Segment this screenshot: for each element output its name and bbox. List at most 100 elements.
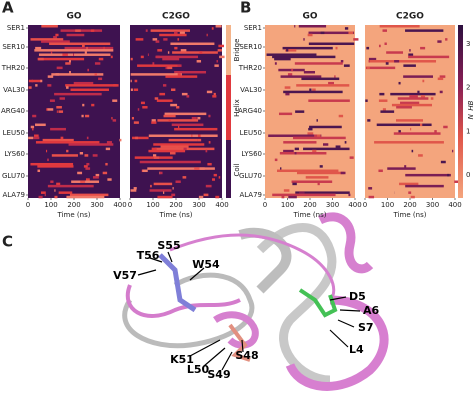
heatmap-cell [317,134,321,137]
heatmap-cell [111,116,113,120]
heatmap-cell [349,156,354,159]
heatmap-cell [417,90,420,94]
heatmap-cell [212,95,217,98]
heatmap-cell [319,165,323,168]
heatmap-cell [98,77,103,81]
heatmap-cell [152,62,155,65]
heatmap-cell [328,81,334,85]
heatmap-band [308,31,355,35]
heatmap-cell [382,108,386,111]
heatmap-band [298,25,327,28]
heatmap-band [69,193,109,197]
heatmap-cell [206,90,213,94]
heatmap-cell [151,147,157,151]
heatmap-band [308,99,350,102]
panel-label: C [2,233,13,251]
heatmap-cell [307,132,314,135]
heatmap-cell [183,147,187,151]
heatmap-band [140,101,145,105]
heatmap-band [73,81,94,85]
colorbar-tick-label: 3 [466,40,470,48]
heatmap-cell [56,106,62,109]
heatmap-cell [437,77,444,81]
heatmap-cell [47,158,49,162]
heatmap-band [132,136,149,140]
heatmap-cell [394,60,400,63]
heatmap-band [162,57,180,61]
heatmap-band [153,143,205,146]
heatmap-cell [286,49,289,52]
heatmap-cell [205,184,212,188]
heatmap-cell [208,114,211,118]
heatmap-band [66,33,85,37]
x-axis-label: Time (ns) [293,211,327,219]
heatmap-cell [66,86,69,89]
heatmap-band [47,75,54,78]
residue-label: K51 [170,353,194,366]
heatmap-band [56,110,58,113]
heatmap-cell [37,169,41,173]
heatmap-cell [454,180,460,183]
heatmap-cell [34,134,39,137]
heatmap-cell [348,193,351,197]
heatmap-band [50,127,66,131]
heatmap-band [156,55,198,59]
heatmap-band [135,38,144,41]
x-tick-label: 200 [403,201,416,209]
y-tick-label: THR20 [1,64,25,72]
heatmap-cell [137,108,140,111]
residue-label: D5 [349,290,366,303]
heatmap-cell [353,38,359,41]
heatmap-band [160,145,189,148]
heatmap-cell [162,84,167,87]
heatmap-band [165,75,198,78]
heatmap-band [149,189,172,192]
heatmap-cell [207,162,212,166]
residue-label: W54 [192,258,220,271]
heatmap-cell [110,55,113,59]
residue-label: V57 [113,269,137,282]
heatmap-cell [174,46,178,50]
heatmap-cell [178,125,180,129]
heatmap-band [408,55,450,59]
colorbar-segment [226,140,231,198]
heatmap-cell [175,145,179,148]
heatmap-cell [151,119,156,122]
heatmap-cell [181,92,188,96]
heatmap-band [60,29,103,32]
heatmap-cell [167,66,173,70]
heatmap-cell [105,162,108,166]
y-tick-label: GLU70 [2,172,25,180]
heatmap-band [380,110,395,113]
heatmap-band [278,112,293,116]
heatmap-cell [140,55,144,59]
heatmap-band [54,92,102,96]
x-tick-label: 300 [326,201,339,209]
heatmap-cell [86,136,89,140]
residue-label: L4 [349,343,364,356]
heatmap-cell [47,84,52,87]
heatmap-band [168,138,198,142]
heatmap-cell [280,167,282,170]
heatmap-cell [56,66,63,70]
heatmap-band [378,99,388,102]
heatmap-cell [409,49,411,52]
y-tick-label: ALA79 [2,191,25,199]
x-tick-label: 300 [426,201,439,209]
y-tick-label: SER10 [2,43,25,51]
heatmap-cell [344,27,349,30]
heatmap-cell [50,180,54,183]
heatmap-band [303,70,316,74]
heatmap-cell [65,62,71,65]
heatmap-cell [155,40,160,43]
heatmap-band [34,49,114,52]
colorbar-tick-label: 2 [466,84,470,92]
heatmap-cell [208,141,211,144]
heatmap-cell [171,88,176,91]
heatmap-band [42,138,74,142]
heatmap-cell [368,195,375,199]
heatmap-band [296,84,350,87]
heatmap-cell [28,136,34,140]
heatmap-cell [103,46,105,50]
heatmap-cell [95,173,100,177]
